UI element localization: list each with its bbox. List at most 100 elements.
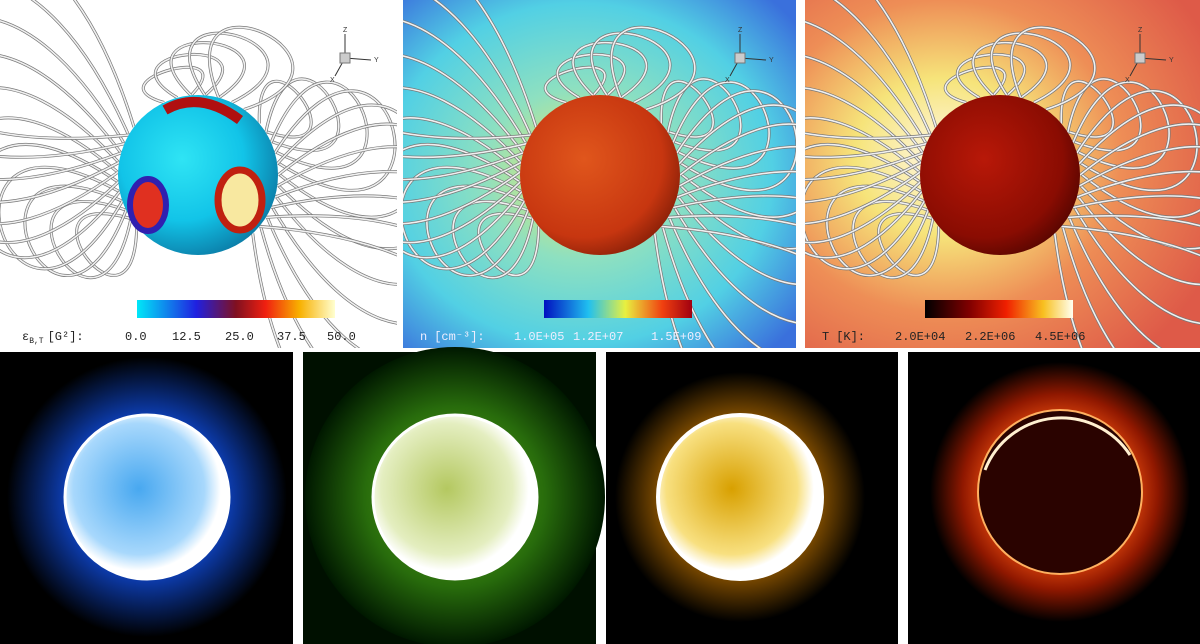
colorbar-label: n [cm⁻³]: <box>420 330 485 344</box>
field-line <box>0 117 119 244</box>
colorbar <box>925 300 1073 318</box>
field-line <box>805 87 922 225</box>
surface-spot <box>214 166 266 234</box>
field-line <box>142 66 204 104</box>
field-line <box>826 185 929 277</box>
colorbar-tick: 4.5E+06 <box>1035 330 1085 344</box>
axis-triads: Z Y X Z Y X Z Y X <box>330 27 1174 84</box>
surface-spot <box>127 176 169 234</box>
surface-band <box>162 97 243 125</box>
field-line <box>452 200 534 279</box>
field-line <box>188 32 269 104</box>
colorbar-tick: 1.5E+09 <box>651 330 701 344</box>
field-line <box>805 143 923 259</box>
field-line <box>265 195 397 348</box>
star-disk <box>977 409 1143 575</box>
field-line <box>274 90 396 192</box>
field-line <box>0 55 122 203</box>
triad-cube <box>339 52 351 64</box>
triad-label: Z <box>343 27 348 34</box>
label-subscript: B,T <box>29 337 44 346</box>
star-surface <box>520 95 680 255</box>
field-line <box>1010 26 1096 111</box>
label-symbol: ε <box>22 330 29 344</box>
field-line <box>572 41 648 99</box>
field-line <box>1073 170 1200 324</box>
field-line <box>403 143 523 259</box>
temperature-panel: T [K]: 2.0E+04 2.2E+06 4.5E+06 <box>805 0 1200 348</box>
colorbar <box>544 300 692 318</box>
triad-label: Z <box>1138 27 1143 34</box>
field-line <box>50 200 132 279</box>
triad-cube <box>734 52 746 64</box>
field-line <box>403 117 521 244</box>
field-line <box>805 0 932 158</box>
field-line <box>0 20 125 181</box>
colorbar-tick: 25.0 <box>225 330 254 344</box>
emission-panel <box>606 352 898 644</box>
colorbar-tick: 50.0 <box>327 330 356 344</box>
field-line <box>170 41 246 99</box>
field-line <box>610 26 696 111</box>
field-line <box>544 66 606 104</box>
field-line <box>75 212 138 277</box>
field-line <box>403 166 526 270</box>
emission-panel <box>908 352 1200 644</box>
field-line <box>154 53 224 99</box>
colorbar-tick: 2.0E+04 <box>895 330 945 344</box>
field-lines <box>0 0 397 348</box>
field-line <box>403 55 524 203</box>
colorbar-label: εB,T [G²]: <box>22 330 84 346</box>
field-line <box>673 170 796 324</box>
field-line <box>403 0 532 158</box>
emission-panel <box>0 352 293 644</box>
label-unit: [K]: <box>836 330 865 344</box>
label-unit: [G²]: <box>48 330 84 344</box>
field-lines <box>403 0 796 348</box>
field-line <box>944 66 1006 104</box>
colorbar-tick: 2.2E+06 <box>965 330 1015 344</box>
triad-label: X <box>1125 77 1130 84</box>
limb-brightening <box>983 416 1132 471</box>
colorbar-label: T [K]: <box>822 330 865 344</box>
triad-cube <box>1134 52 1146 64</box>
field-line <box>667 195 796 348</box>
star-disk <box>371 413 539 581</box>
field-line <box>258 80 312 138</box>
triad-label: X <box>330 77 335 84</box>
field-line <box>972 41 1048 99</box>
field-line <box>0 0 130 158</box>
field-line <box>805 21 927 181</box>
triad-label: Y <box>374 57 379 64</box>
triad-label: Y <box>769 57 774 64</box>
triad-label: Y <box>1169 57 1174 64</box>
density-panel: n [cm⁻³]: 1.0E+05 1.2E+07 1.5E+09 <box>403 0 796 348</box>
star-disk <box>656 413 824 581</box>
colorbar-tick: 12.5 <box>172 330 201 344</box>
field-line <box>852 200 934 279</box>
field-line <box>877 212 940 277</box>
colorbar-tick: 0.0 <box>125 330 147 344</box>
star-surface <box>920 95 1080 255</box>
field-line <box>990 32 1071 104</box>
field-line <box>590 32 671 104</box>
field-line <box>672 81 770 169</box>
field-line <box>208 26 294 111</box>
field-line <box>477 212 540 277</box>
field-line <box>1060 80 1114 138</box>
label-symbol: n <box>420 330 427 344</box>
field-line <box>678 104 796 218</box>
magnetic-panel: εB,T [G²]: 0.0 12.5 25.0 37.5 50.0 <box>0 0 397 348</box>
field-line <box>270 81 368 169</box>
field-line <box>805 166 926 270</box>
field-line <box>1067 195 1200 348</box>
field-line <box>676 90 796 192</box>
label-unit: [cm⁻³]: <box>434 330 484 344</box>
field-line <box>426 185 529 277</box>
field-line <box>805 117 921 244</box>
field-line <box>274 146 397 286</box>
colorbar-tick: 1.0E+05 <box>514 330 564 344</box>
field-line <box>403 87 522 225</box>
field-line <box>0 87 120 225</box>
